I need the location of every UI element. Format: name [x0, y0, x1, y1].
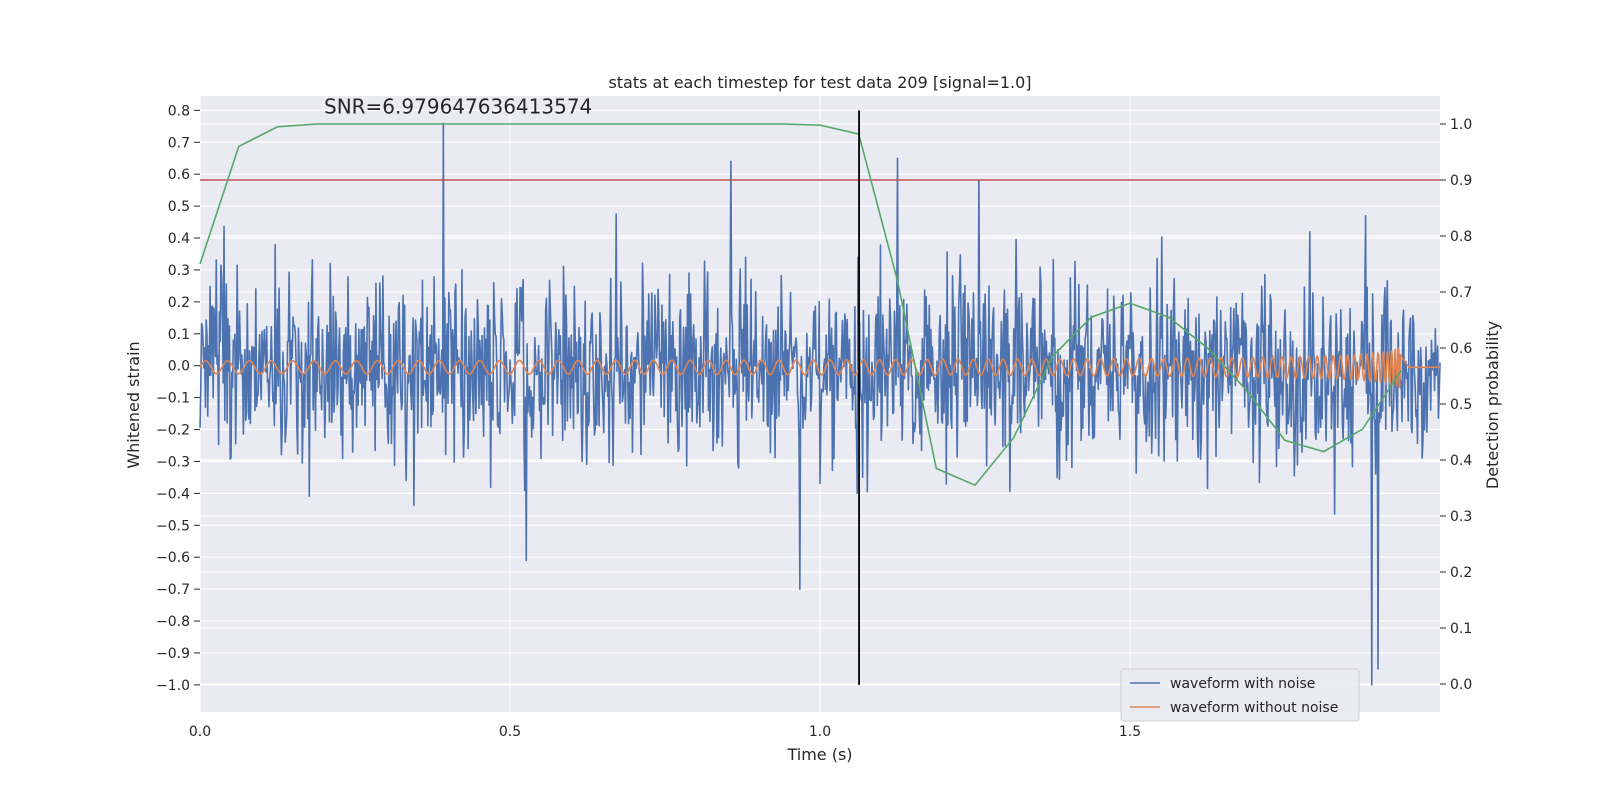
- series-line-probability: [199, 123, 1402, 487]
- legend: waveform with noise waveform without noi…: [1120, 668, 1360, 722]
- y-tick-label: 0.7: [168, 135, 190, 151]
- y-tick-label: −0.3: [156, 454, 190, 470]
- legend-label-clean: waveform without noise: [1170, 700, 1338, 716]
- snr-annotation: SNR=6.979647636413574: [324, 95, 592, 119]
- y-tick-label: 0.6: [168, 167, 190, 183]
- y2-tick-label: 0.8: [1450, 229, 1472, 245]
- y2-tick-label: 0.3: [1450, 509, 1472, 525]
- y2-axis-label: Detection probability: [1483, 321, 1502, 489]
- y-tick-label: −0.8: [156, 614, 190, 630]
- y2-tick-label: 0.0: [1450, 677, 1472, 693]
- y2-tick-label: 0.7: [1450, 285, 1472, 301]
- x-tick-label: 1.5: [1119, 724, 1141, 740]
- y-axis-label: Whitened strain: [124, 341, 143, 468]
- y2-tick-label: 0.1: [1450, 621, 1472, 637]
- x-axis-label: Time (s): [786, 745, 852, 764]
- y-tick-label: −0.5: [156, 518, 190, 534]
- legend-box: [1120, 668, 1360, 722]
- series-layer: [199, 110, 1441, 686]
- legend-label-noise: waveform with noise: [1170, 676, 1315, 692]
- y2-tick-label: 1.0: [1450, 117, 1472, 133]
- y2-tick-label: 0.2: [1450, 565, 1472, 581]
- y-tick-label: −0.6: [156, 550, 190, 566]
- y-tick-label: 0.1: [168, 327, 190, 343]
- y-tick-label: 0.3: [168, 263, 190, 279]
- y-tick-label: 0.5: [168, 199, 190, 215]
- y-tick-label: 0.0: [168, 359, 190, 375]
- series-line-clean: [199, 347, 1440, 389]
- y-tick-label: 0.2: [168, 295, 190, 311]
- x-tick-label: 1.0: [809, 724, 831, 740]
- y2-tick-label: 0.6: [1450, 341, 1472, 357]
- y2-tick-label: 0.5: [1450, 397, 1472, 413]
- y-tick-label: 0.8: [168, 103, 190, 119]
- x-tick-label: 0.5: [499, 724, 521, 740]
- x-tick-label: 0.0: [189, 724, 211, 740]
- y2-tick-label: 0.4: [1450, 453, 1472, 469]
- chart-title: stats at each timestep for test data 209…: [608, 73, 1031, 92]
- y-tick-label: −0.2: [156, 423, 190, 439]
- y-tick-label: −0.7: [156, 582, 190, 598]
- y-tick-label: −0.9: [156, 646, 190, 662]
- y2-tick-label: 0.9: [1450, 173, 1472, 189]
- series-line-noise: [199, 122, 1441, 686]
- y-tick-label: −1.0: [156, 678, 190, 694]
- ticks: 0.0 0.5 1.0 1.5 0.8 0.7 0.6 0.5 0.4 0.3 0.2 0.1 0.0 −…: [156, 103, 1472, 740]
- y-tick-label: −0.1: [156, 391, 190, 407]
- y-tick-label: −0.4: [156, 486, 190, 502]
- y-tick-label: 0.4: [168, 231, 190, 247]
